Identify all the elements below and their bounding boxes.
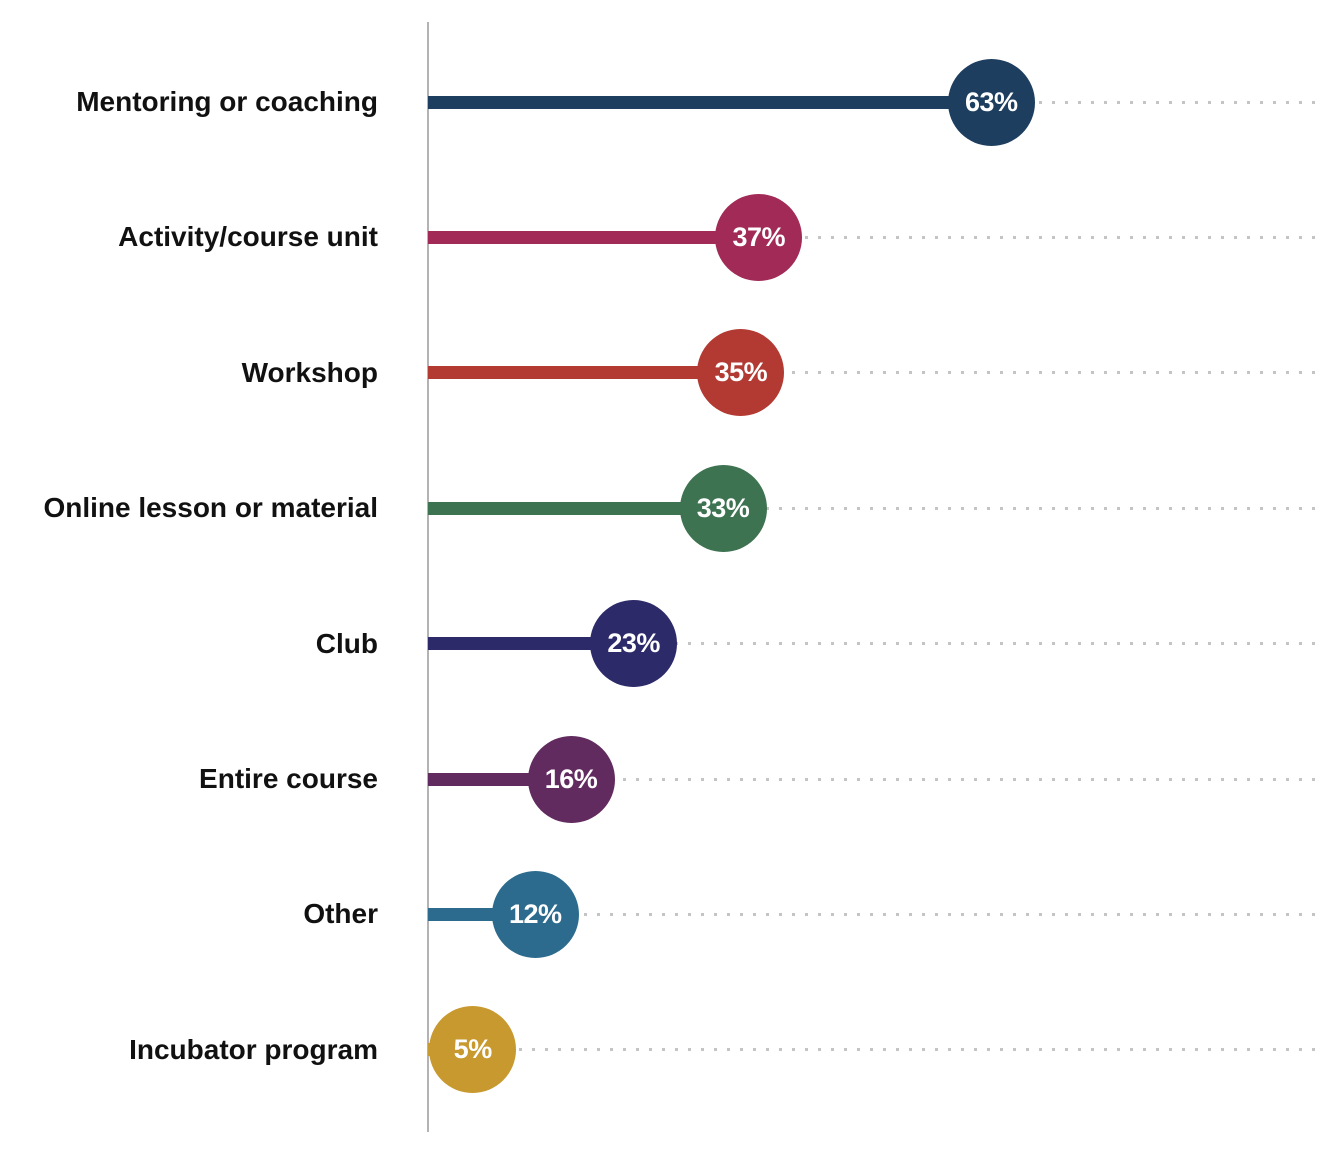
- lollipop-circle: 37%: [715, 193, 803, 281]
- lollipop-stem: [428, 230, 759, 244]
- gridline-dotted: [428, 1048, 1322, 1052]
- gridline-dotted: [428, 912, 1322, 916]
- category-label: Incubator program: [129, 1033, 378, 1065]
- gridline-dotted: [428, 371, 1322, 375]
- gridline-dotted: [428, 777, 1322, 781]
- value-label: 23%: [607, 628, 660, 659]
- category-label: Club: [315, 627, 378, 659]
- gridline-dotted: [428, 235, 1322, 239]
- lollipop-circle: 63%: [947, 58, 1035, 146]
- value-label: 37%: [732, 221, 786, 252]
- lollipop-circle: 12%: [491, 870, 579, 958]
- lollipop-stem: [428, 95, 992, 109]
- lollipop-circle: 16%: [527, 735, 615, 823]
- category-label: Workshop: [241, 356, 378, 388]
- gridline-dotted: [428, 506, 1322, 510]
- category-label: Entire course: [199, 763, 378, 794]
- value-label: 12%: [508, 898, 562, 929]
- lollipop-circle: 35%: [697, 329, 785, 417]
- gridline-dotted: [428, 642, 1322, 646]
- y-axis-line: [427, 22, 429, 1132]
- value-label: 16%: [544, 763, 598, 794]
- category-label: Activity/course unit: [118, 221, 378, 253]
- category-label: Online lesson or material: [43, 492, 378, 524]
- lollipop-stem: [428, 501, 724, 515]
- lollipop-circle: 33%: [679, 464, 767, 552]
- value-label: 5%: [453, 1034, 493, 1065]
- lollipop-circle: 23%: [590, 600, 678, 688]
- lollipop-circle: 5%: [429, 1006, 517, 1094]
- category-label: Other: [303, 898, 378, 930]
- value-label: 33%: [696, 492, 750, 523]
- lollipop-stem: [428, 366, 741, 380]
- lollipop-stem: [428, 637, 634, 651]
- category-label: Mentoring or coaching: [76, 86, 378, 117]
- value-label: 63%: [964, 86, 1018, 117]
- value-label: 35%: [714, 357, 768, 388]
